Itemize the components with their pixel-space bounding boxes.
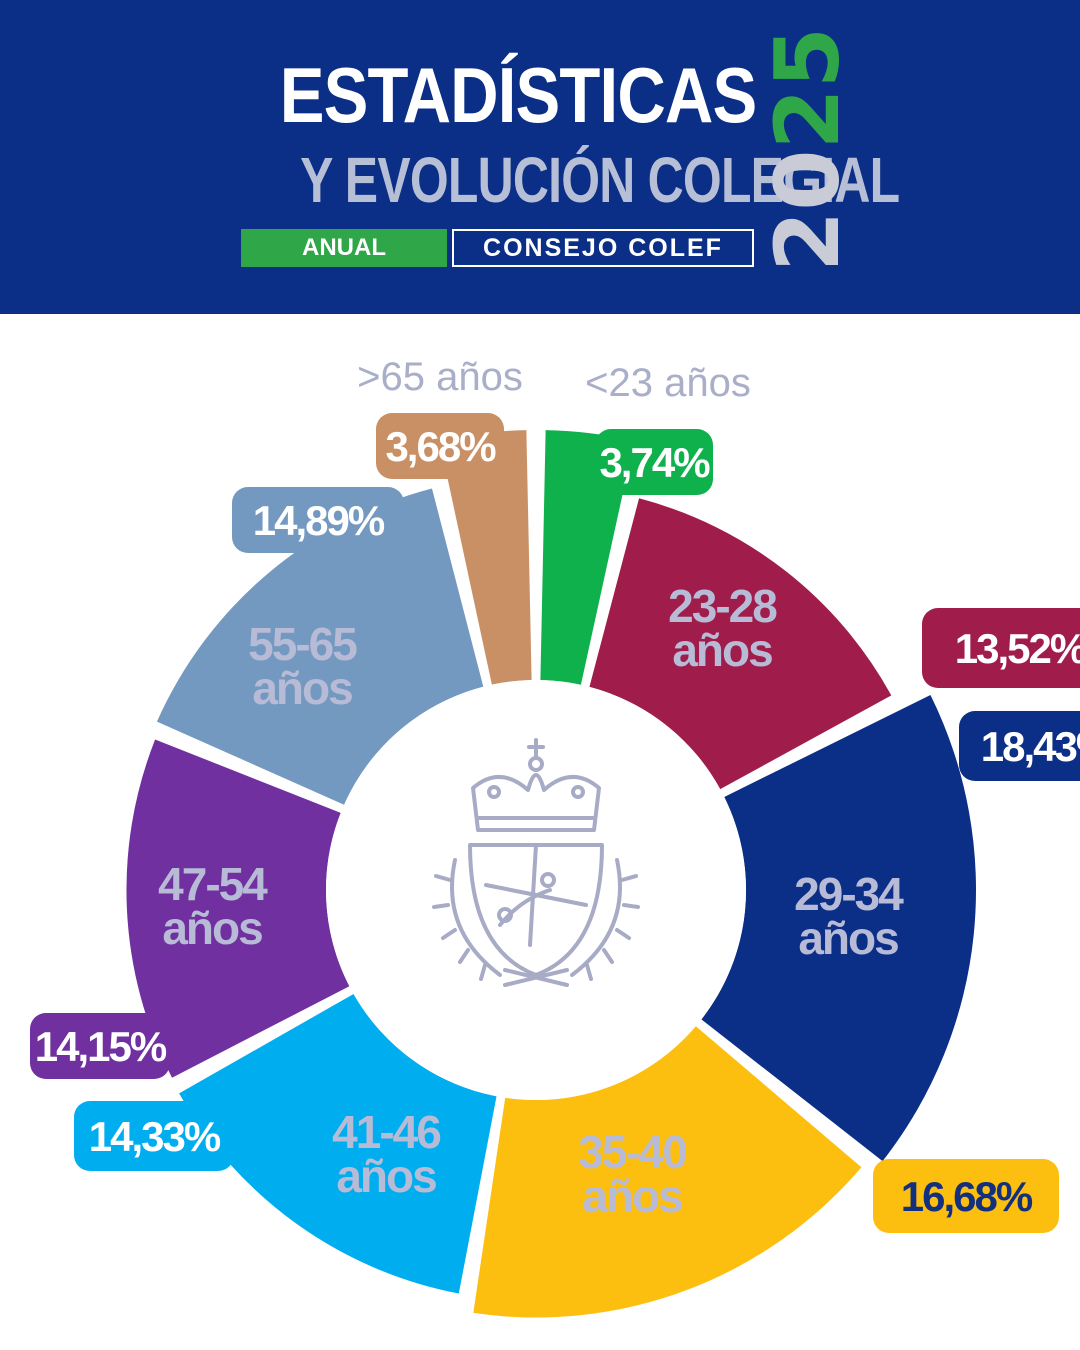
- category-label: >65 años: [357, 355, 523, 399]
- percent-badge: [232, 487, 404, 553]
- consejo-colef-tag: CONSEJO COLEF: [452, 229, 754, 267]
- percent-label: 3,68%: [385, 423, 496, 470]
- percent-badge: [30, 1013, 170, 1079]
- donut-labels: 3,74%<23 años13,52%23-28años18,43%29-34a…: [30, 355, 1080, 1233]
- percent-label: 14,33%: [89, 1113, 221, 1160]
- donut-slice: [701, 695, 976, 1162]
- percent-label: 16,68%: [901, 1173, 1033, 1220]
- category-label: 35-40: [578, 1126, 686, 1178]
- category-label: <23 años: [585, 361, 751, 405]
- percent-label: 3,74%: [599, 439, 710, 486]
- category-label: 23-28: [668, 580, 777, 632]
- percent-badge: [74, 1101, 234, 1171]
- donut-slice: [126, 739, 350, 1078]
- percent-label: 13,52%: [955, 625, 1080, 672]
- donut-slice: [156, 488, 484, 805]
- category-label: 47-54: [158, 858, 268, 910]
- category-label: años: [798, 912, 898, 964]
- donut-slice: [439, 430, 532, 685]
- percent-badge: [959, 711, 1080, 781]
- donut-slice: [589, 498, 892, 790]
- category-label: años: [336, 1150, 436, 1202]
- percent-badge: [922, 608, 1080, 688]
- category-label: 41-46: [332, 1106, 440, 1158]
- percent-badge: [376, 413, 504, 479]
- percent-badge: [595, 429, 713, 495]
- percent-label: 14,15%: [35, 1023, 167, 1070]
- category-label: 29-34: [794, 868, 904, 920]
- percent-label: 18,43%: [981, 723, 1080, 770]
- crown-laurel-emblem-icon: [326, 680, 746, 1100]
- category-label: 55-65: [248, 618, 357, 670]
- percent-label: 14,89%: [253, 497, 385, 544]
- percent-badge: [873, 1159, 1059, 1233]
- donut-slice: [473, 1026, 862, 1318]
- category-label: años: [252, 662, 352, 714]
- donut-slices: [126, 430, 976, 1318]
- donut-slice: [179, 993, 497, 1294]
- category-label: años: [672, 624, 772, 676]
- anual-tag: ANUAL: [241, 229, 447, 267]
- category-label: años: [162, 902, 262, 954]
- page-title: ESTADÍSTICAS: [279, 51, 758, 139]
- header-banner: ESTADÍSTICAS Y EVOLUCIÓN COLEGIAL ANUAL …: [0, 0, 1080, 314]
- category-label: años: [582, 1170, 682, 1222]
